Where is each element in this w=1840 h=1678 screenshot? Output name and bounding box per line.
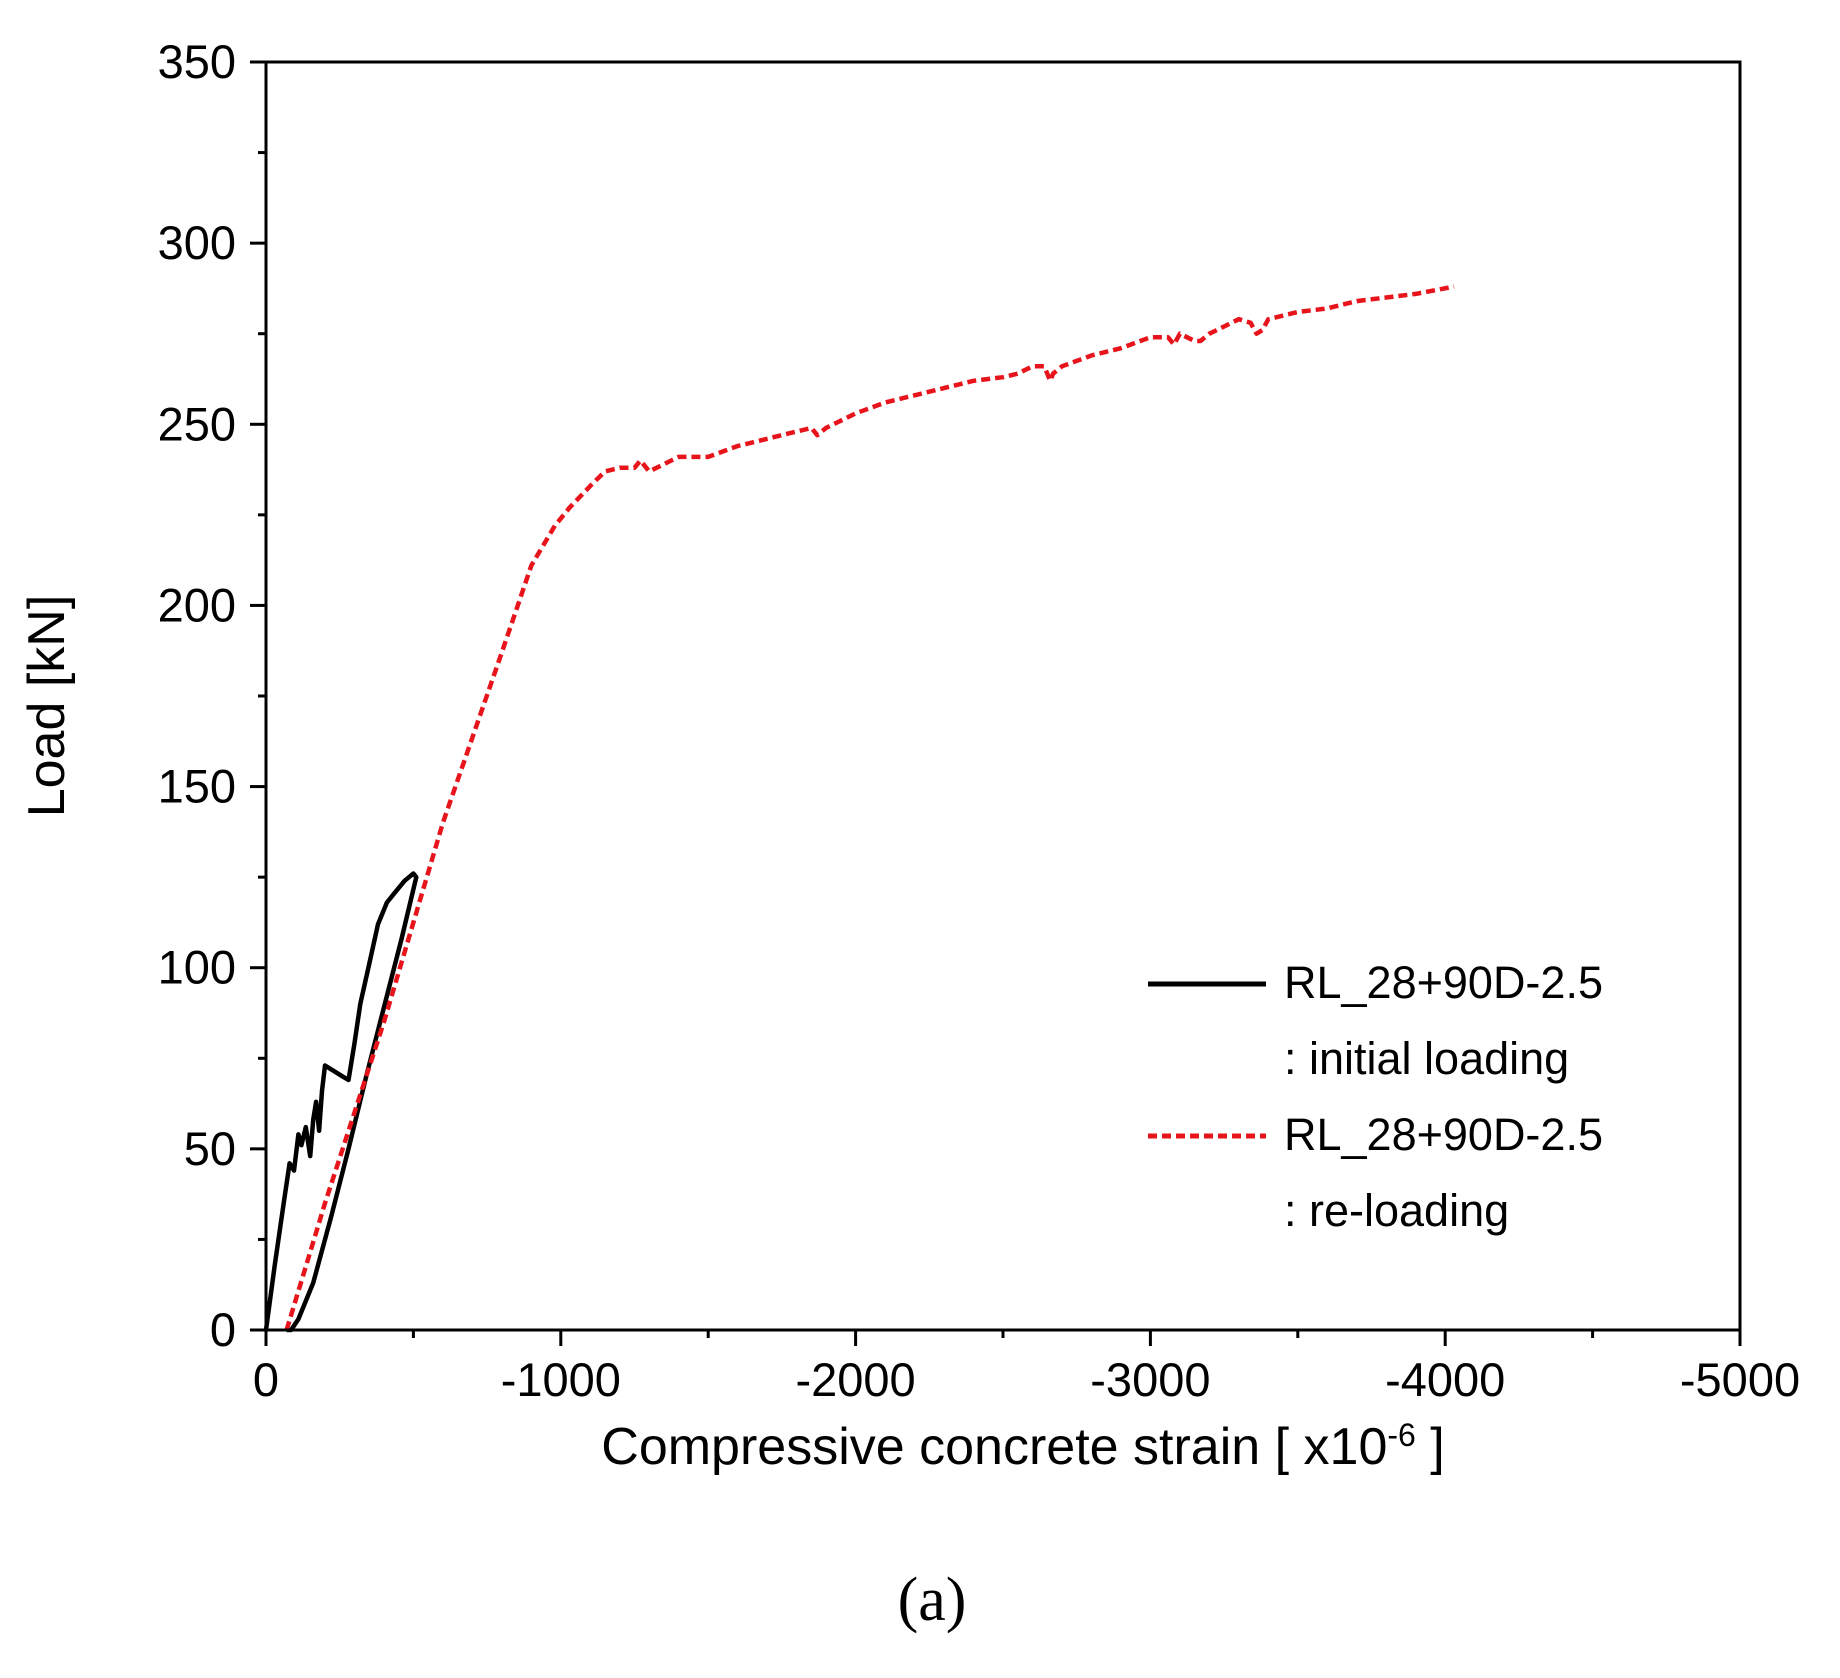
x-tick-label: -3000	[1090, 1353, 1210, 1406]
legend-label-initial-name: RL_28+90D-2.5	[1284, 957, 1603, 1008]
x-tick-label: -5000	[1680, 1353, 1800, 1406]
x-tick-label: -4000	[1385, 1353, 1505, 1406]
y-tick-label: 300	[158, 216, 236, 269]
y-tick-label: 150	[158, 760, 236, 813]
y-tick-label: 200	[158, 578, 236, 631]
x-axis-title-main: Compressive concrete strain [ x10	[601, 1418, 1387, 1476]
x-tick-label: -2000	[795, 1353, 915, 1406]
x-axis-title-suffix: ]	[1416, 1418, 1445, 1476]
ticks-layer: 0 50 100 150 200 250 300 350 0 -1000 -2000 -3000 -40…	[158, 35, 1801, 1406]
y-tick-label: 0	[210, 1303, 236, 1356]
legend-label-reloading-name: RL_28+90D-2.5	[1284, 1109, 1603, 1160]
legend-label-reloading-desc: : re-loading	[1284, 1185, 1509, 1236]
panel-label: (a)	[898, 1566, 967, 1634]
y-tick-label: 100	[158, 941, 236, 994]
legend: RL_28+90D-2.5 : initial loading RL_28+90…	[1148, 957, 1603, 1236]
legend-label-initial-desc: : initial loading	[1284, 1033, 1569, 1084]
series-line-re-loading	[284, 284, 1455, 1331]
y-tick-label: 250	[158, 397, 236, 450]
series-layer	[263, 284, 1455, 1333]
y-tick-label: 50	[184, 1122, 236, 1175]
x-axis-title-exponent: -6	[1387, 1417, 1415, 1453]
y-axis-title: Load [kN]	[18, 595, 76, 818]
x-axis-title: Compressive concrete strain [ x10-6 ]	[601, 1417, 1444, 1476]
y-tick-label: 350	[158, 35, 236, 88]
x-tick-label: -1000	[501, 1353, 621, 1406]
x-tick-label: 0	[253, 1353, 279, 1406]
